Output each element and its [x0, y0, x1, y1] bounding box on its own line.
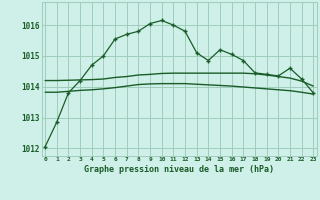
X-axis label: Graphe pression niveau de la mer (hPa): Graphe pression niveau de la mer (hPa) — [84, 165, 274, 174]
